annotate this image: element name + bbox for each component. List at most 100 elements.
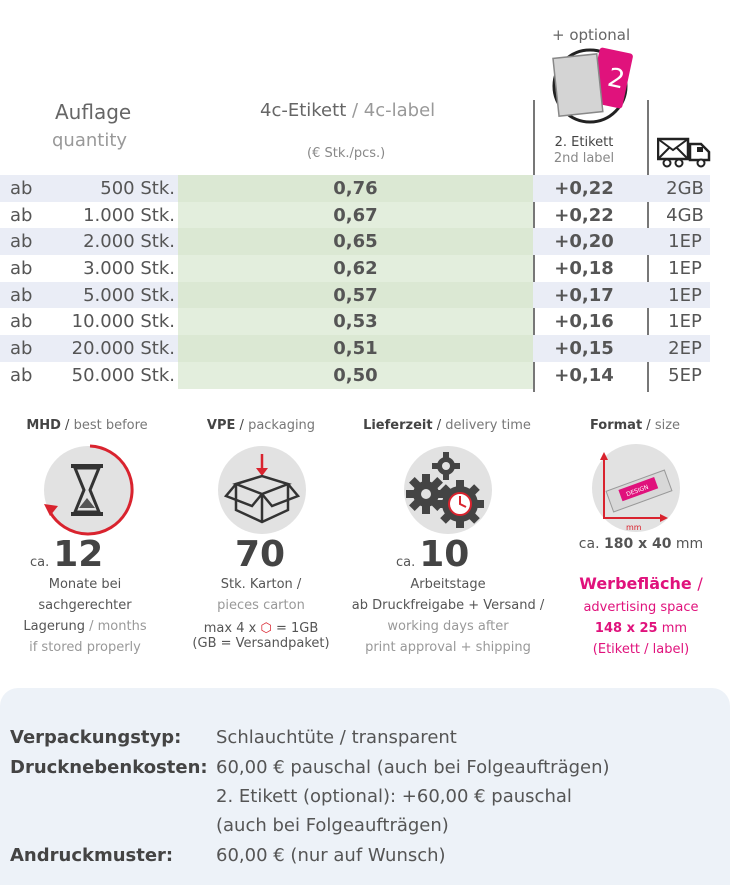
vpe-title: VPE / packaging (206, 418, 316, 433)
optional-label: + optional (552, 26, 631, 44)
ab-cell: ab (10, 178, 33, 199)
second-label-icon: 2 (552, 47, 633, 124)
print-costs-line2: 2. Etikett (optional): +60,00 € pauschal (216, 786, 572, 807)
second-label-cell: +0,22 (554, 204, 614, 226)
svg-text:mm: mm (626, 523, 642, 532)
table-row: ab 10.000 Stk. 0,53 +0,16 1EP (0, 308, 710, 336)
price-cell: 0,57 (333, 284, 378, 306)
quantity-cell: 50.000 Stk. (71, 364, 175, 386)
svg-text:2: 2 (605, 63, 627, 96)
box-icon (223, 454, 301, 524)
hourglass-icon (44, 444, 134, 536)
truck-envelope-icon (657, 137, 711, 168)
print-costs-line1: 60,00 € pauschal (auch bei Folgeaufträge… (216, 757, 610, 778)
quantity-cell: 1.000 Stk. (83, 204, 175, 226)
ab-cell: ab (10, 338, 33, 360)
gears-clock-icon (406, 452, 484, 528)
quantity-cell: 2.000 Stk. (83, 231, 175, 253)
column-header-auflage: Auflage (55, 100, 132, 124)
price-cell: 0,67 (333, 204, 378, 226)
ab-cell: ab (10, 204, 33, 226)
ab-cell: ab (10, 311, 33, 333)
format-size: ca. 180 x 40 mm (578, 536, 704, 552)
format-title: Format / size (589, 418, 681, 433)
column-header-second-label: 2. Etikett 2nd label (540, 135, 628, 167)
second-label-cell: +0,18 (554, 258, 614, 280)
price-cell: 0,62 (333, 258, 378, 280)
ab-cell: ab (10, 231, 33, 253)
second-label-cell: +0,17 (554, 284, 614, 306)
lieferzeit-value-line: ca. 10 (396, 534, 516, 575)
second-label-en: 2nd label (553, 151, 615, 166)
table-row: ab 20.000 Stk. 0,51 +0,15 2EP (0, 335, 710, 362)
price-cell: 0,51 (333, 338, 378, 360)
vpe-value-line: 70 (200, 534, 320, 575)
mhd-ca: ca. (30, 555, 50, 570)
werbeflaeche-title: Werbefläche / (579, 574, 703, 593)
proof-value: 60,00 € (nur auf Wunsch) (216, 845, 446, 866)
price-cell: 0,65 (333, 231, 378, 253)
mhd-value-line: ca. 12 (30, 534, 150, 575)
table-row: ab 50.000 Stk. 0,50 +0,14 5EP (0, 361, 710, 389)
quantity-cell: 20.000 Stk. (71, 338, 175, 360)
lieferzeit-block: Lieferzeit / delivery time (357, 418, 537, 433)
vpe-value: 70 (234, 534, 286, 575)
mhd-text: Monate bei sachgerechter Lagerung / mont… (23, 577, 147, 655)
quantity-cell: 3.000 Stk. (83, 258, 175, 280)
price-table: ab 500 Stk. 0,76 +0,22 2GB ab 1.000 Stk. 0,67 +… (0, 175, 710, 389)
shipping-cell: 1EP (668, 231, 702, 253)
price-cell: 0,50 (333, 364, 378, 386)
lieferzeit-title: Lieferzeit / delivery time (363, 418, 531, 433)
clipped-heading (10, 0, 18, 13)
ab-cell: ab (10, 284, 33, 306)
shipping-cell: 4GB (666, 204, 704, 226)
print-costs-line3: (auch bei Folgeaufträgen) (216, 815, 449, 836)
shipping-cell: 2GB (666, 178, 704, 199)
table-row: ab 2.000 Stk. 0,65 +0,20 1EP (0, 228, 710, 256)
second-label-cell: +0,20 (554, 231, 614, 253)
second-label-cell: +0,14 (554, 364, 614, 386)
table-row: ab 5.000 Stk. 0,57 +0,17 1EP (0, 281, 710, 309)
ab-cell: ab (10, 258, 33, 280)
quantity-cell: 500 Stk. (100, 178, 175, 199)
mhd-block: MHD / best before (0, 418, 177, 433)
mhd-title: MHD / best before (26, 418, 148, 433)
table-row: ab 1.000 Stk. 0,67 +0,22 4GB (0, 201, 710, 229)
packaging-type-row: Verpackungstyp: (10, 727, 216, 748)
bag-size-icon: DESIGN mm (600, 452, 673, 532)
etikett-de: 4c-Etikett (260, 100, 347, 121)
lieferzeit-value: 10 (419, 534, 470, 575)
unit-label: (€ Stk./pcs.) (307, 146, 386, 161)
shipping-cell: 2EP (668, 338, 702, 360)
etikett-sep: / (346, 100, 364, 121)
second-label-cell: +0,15 (554, 338, 614, 360)
quantity-cell: 5.000 Stk. (83, 284, 175, 306)
table-row: ab 3.000 Stk. 0,62 +0,18 1EP (0, 255, 710, 282)
column-header-etikett: 4c-Etikett / 4c-label (260, 100, 435, 121)
vpe-block: VPE / packaging (171, 418, 351, 433)
etikett-en: 4c-label (363, 100, 436, 121)
packaging-type-label: Verpackungstyp: (10, 727, 182, 748)
print-costs-label: Drucknebenkosten: (10, 757, 208, 778)
ab-cell: ab (10, 364, 33, 386)
mhd-value: 12 (53, 534, 104, 575)
table-row: ab 500 Stk. 0,76 +0,22 2GB (0, 175, 710, 202)
lieferzeit-text: Arbeitstage ab Druckfreigabe + Versand /… (351, 577, 545, 655)
lieferzeit-ca: ca. (396, 555, 416, 570)
packaging-type-value: Schlauchtüte / transparent (216, 727, 457, 748)
proof-label: Andruckmuster: (10, 845, 174, 866)
print-costs-row: Drucknebenkosten: (10, 757, 216, 778)
quantity-cell: 10.000 Stk. (71, 311, 175, 333)
proof-row: Andruckmuster: (10, 845, 216, 866)
price-cell: 0,53 (333, 311, 378, 333)
price-cell: 0,76 (333, 178, 378, 199)
vpe-text: Stk. Karton / pieces carton max 4 x ⬡ = … (192, 577, 330, 651)
werbeflaeche-text: advertising space 148 x 25 mm (Etikett /… (583, 600, 699, 657)
shipping-cell: 5EP (668, 364, 702, 386)
second-label-de: 2. Etikett (554, 135, 614, 150)
format-block: Format / size (545, 418, 725, 433)
shipping-cell: 1EP (668, 258, 702, 280)
shipping-cell: 1EP (668, 311, 702, 333)
second-label-cell: +0,16 (554, 311, 614, 333)
column-header-quantity: quantity (52, 130, 128, 151)
